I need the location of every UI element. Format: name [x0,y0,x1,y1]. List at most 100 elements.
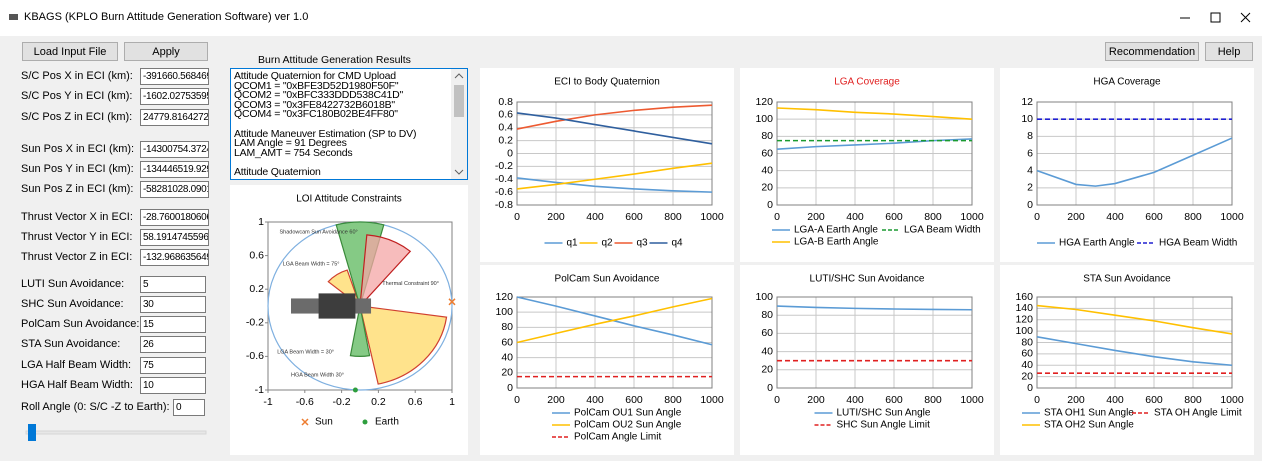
legend-label: HGA Earth Angle [1059,238,1135,249]
roll-slider[interactable] [20,420,220,446]
y-tick-label: 80 [501,321,513,333]
y-tick-label: 40 [501,351,513,363]
input-box[interactable]: -132.968635649 [140,249,209,266]
scroll-thumb[interactable] [454,85,464,117]
y-tick-label: 20 [761,364,773,376]
x-tick-label: 1000 [960,394,984,406]
x-tick-label: 0 [1034,394,1040,406]
chart-title: LOI Attitude Constraints [296,194,402,205]
close[interactable] [1240,12,1251,23]
y-tick-label: 0.8 [498,96,513,108]
y-tick-label: 160 [1015,291,1033,303]
spacecraft-body [318,293,356,319]
y-tick-label: 120 [1015,314,1033,326]
x-tick-label: 400 [846,394,864,406]
slider-thumb[interactable] [28,424,36,441]
series-line [776,107,973,120]
field-label: Roll Angle (0: S/C -Z to Earth): [21,401,170,413]
annotation: HGA Beam Width 30° [291,372,344,378]
y-tick-label: 0 [507,147,513,159]
x-tick-label: 200 [1067,211,1085,223]
annotation: Shadowcam Sun Avoidance 60° [279,230,357,236]
result-line: LAM_AMT = 754 Seconds [234,146,353,159]
y-tick-label: 0 [507,382,513,394]
legend-label: PolCam OU1 Sun Angle [574,408,682,419]
apply-button[interactable]: Apply [124,42,208,61]
load-button[interactable]: Load Input File [22,42,118,61]
series-line [1036,137,1233,187]
field-label: Sun Pos Z in ECI (km): [21,183,134,195]
chart-panel: HGA Coverage 0 2 4 6 8 10 12 0 200 400 600 800 1000 HG… [1000,68,1254,262]
input-box[interactable]: 15 [140,316,206,333]
x-tick-label: 0.2 [371,396,386,408]
x-tick-label: 0 [514,394,520,406]
x-tick-label: 600 [885,394,903,406]
result-group: Attitude Quaternion for CMD Upload QCOM1 … [234,70,467,120]
y-tick-label: 6 [1027,147,1033,159]
x-tick-label: 0.6 [408,396,423,408]
y-tick-label: -1 [255,384,264,396]
x-tick-label: 600 [625,211,643,223]
x-tick-label: 600 [1145,394,1163,406]
field-label: Thrust Vector Y in ECI: [21,231,133,243]
y-tick-label: 10 [1021,113,1033,125]
x-tick-label: 1000 [1220,211,1244,223]
x-tick-label: 200 [807,211,825,223]
y-tick-label: 100 [495,306,513,318]
app-icon [9,14,18,20]
legend-label: q1 [567,238,579,249]
x-tick-label: 400 [1106,211,1124,223]
result-line: Attitude Maneuver Estimation (SP to DV) [234,127,417,140]
y-tick-label: -0.2 [246,317,264,329]
x-tick-label: 1000 [700,394,724,406]
scroll-down[interactable] [454,169,464,175]
legend-label: PolCam Angle Limit [574,432,661,443]
legend-label: STA OH Angle Limit [1154,408,1242,419]
y-tick-label: 0 [1027,199,1033,211]
input-box[interactable]: 24779.81642721 [140,109,209,126]
plot-frame [776,101,973,206]
legend-label: q2 [602,238,614,249]
x-tick-label: 0 [774,394,780,406]
x-tick-label: 600 [625,394,643,406]
input-box[interactable]: 10 [140,377,206,394]
y-tick-label: 100 [755,113,773,125]
y-tick-label: 0.6 [249,249,264,261]
input-box[interactable]: -14300754.3724 [140,141,209,158]
maximize[interactable] [1210,12,1221,23]
series-line [516,177,713,193]
input-box[interactable]: 75 [140,357,206,374]
series-line [516,162,713,190]
input-box[interactable]: 58.19147455960 [140,229,209,246]
annotation: Thermal Constraint 90° [382,281,439,287]
input-box[interactable]: -134446519.929 [140,161,209,178]
input-box[interactable]: -1602.02753595 [140,88,209,105]
y-tick-label: 0.2 [249,283,264,295]
chart-title: LGA Coverage [834,77,900,88]
result-line: Attitude Quaternion for CMD Upload [234,70,396,82]
input-box[interactable]: 26 [140,336,206,353]
input-box[interactable]: -391660.568469 [140,68,209,85]
help-button[interactable]: Help [1205,42,1253,61]
scrollbar[interactable] [451,69,467,179]
results-box[interactable]: Attitude Quaternion for CMD Upload QCOM1 … [230,68,468,180]
input-box[interactable]: 5 [140,276,206,293]
y-tick-label: -0.4 [495,173,513,185]
window-title: KBAGS (KPLO Burn Attitude Generation Sof… [24,11,309,23]
x-tick-label: 1000 [700,211,724,223]
series-line [516,297,713,344]
scroll-up[interactable] [454,73,464,79]
result-line: QCOM2 = "0xBFC333DDD538C41D" [234,89,404,102]
result-group: Attitude Quaternion [234,167,467,178]
legend-label: STA OH1 Sun Angle [1044,408,1134,419]
input-box[interactable]: 30 [140,296,206,313]
recommendation-button[interactable]: Recommendation [1105,42,1199,61]
input-box[interactable]: -28.7600180606 [140,209,209,226]
input-box[interactable]: -58281028.0901 [140,181,209,198]
series-line [1036,336,1233,367]
x-tick-label: 1000 [960,211,984,223]
y-tick-label: 40 [1021,359,1033,371]
y-tick-label: -0.2 [495,160,513,172]
input-box[interactable]: 0 [173,399,205,416]
x-tick-label: 0 [514,211,520,223]
